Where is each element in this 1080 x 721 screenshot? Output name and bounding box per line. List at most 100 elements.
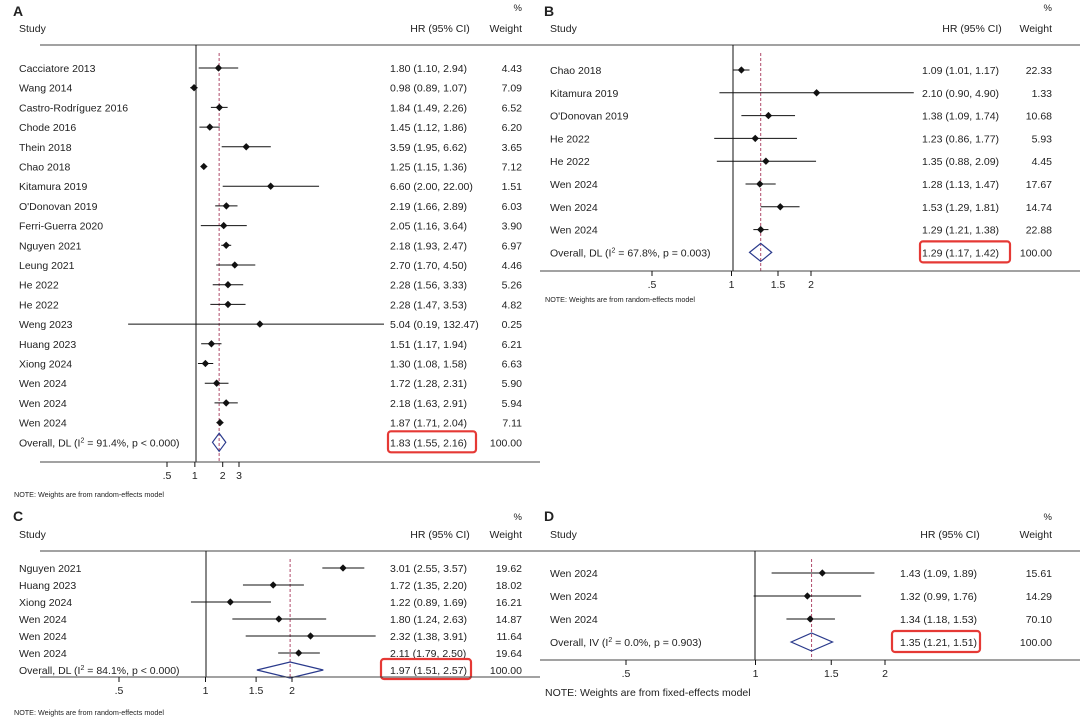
point-estimate [207, 340, 216, 348]
ci-text: 3.01 (2.55, 3.57) [390, 563, 467, 575]
point-estimate [751, 134, 759, 143]
ci-text: 3.59 (1.95, 6.62) [390, 142, 467, 154]
point-estimate [222, 399, 230, 407]
point-estimate [762, 157, 770, 165]
study-label: He 2022 [19, 280, 59, 292]
ci-text: 1.80 (1.24, 2.63) [390, 614, 467, 626]
weight-value: 14.87 [496, 614, 522, 626]
study-header: Study [550, 23, 578, 35]
ci-text: 6.60 (2.00, 22.00) [390, 181, 473, 193]
weight-value: 7.12 [502, 162, 523, 174]
point-estimate [275, 615, 283, 623]
i-squared-superscript: 2 [611, 247, 615, 254]
study-label: O'Donovan 2019 [19, 201, 98, 213]
panel-label: A [13, 3, 23, 19]
weight-percent-header: % [514, 3, 523, 14]
overall-label-rest: = 91.4%, p < 0.000) [84, 437, 179, 449]
ci-text: 1.09 (1.01, 1.17) [922, 65, 999, 77]
study-label: Nguyen 2021 [19, 563, 82, 575]
ci-text: 5.04 (0.19, 132.47) [390, 319, 479, 331]
weight-value: 7.11 [502, 418, 522, 430]
study-label: Chao 2018 [19, 162, 71, 174]
study-label: Ferri-Guerra 2020 [19, 221, 103, 233]
study-label: Kitamura 2019 [550, 88, 618, 100]
study-label: Xiong 2024 [19, 597, 72, 609]
study-label: Huang 2023 [19, 580, 76, 592]
study-label: He 2022 [19, 299, 59, 311]
forest-plot-c: C % Study HR (95% CI) Weight Nguyen 2021 3.01 … [13, 508, 540, 717]
x-tick-label: 1.5 [249, 685, 264, 697]
point-estimate [242, 143, 250, 151]
weight-header: Weight [490, 529, 523, 541]
point-estimate [776, 203, 784, 211]
point-estimate [806, 615, 814, 623]
weight-value: 15.61 [1026, 568, 1052, 580]
weight-value: 4.82 [502, 299, 523, 311]
ci-text: 2.11 (1.79, 2.50) [390, 648, 466, 660]
study-label: Leung 2021 [19, 260, 75, 272]
ci-text: 1.25 (1.15, 1.36) [390, 162, 467, 174]
weight-value: 6.21 [502, 339, 523, 351]
point-estimate [737, 66, 746, 74]
study-label: Chode 2016 [19, 122, 76, 134]
study-label: Wang 2014 [19, 83, 72, 95]
forest-panel-a: A% Study HR (95% CI) Weight Cacciatore 2013 1… [0, 0, 540, 505]
ci-text: 2.70 (1.70, 4.50) [390, 260, 467, 272]
weight-percent-header: % [1044, 512, 1053, 523]
x-tick-label: 1 [192, 470, 198, 482]
ci-text: 1.45 (1.12, 1.86) [390, 122, 467, 134]
study-header: Study [550, 529, 578, 541]
overall-label-start: Overall, DL (I [550, 247, 611, 259]
i-squared-superscript: 2 [80, 665, 84, 672]
study-label: Xiong 2024 [19, 359, 72, 371]
point-estimate [222, 241, 230, 249]
ci-text: 1.32 (0.99, 1.76) [900, 591, 977, 603]
panel-label: D [544, 508, 554, 524]
study-label: Cacciatore 2013 [19, 63, 96, 75]
weight-header: Weight [490, 23, 523, 35]
overall-diamond [256, 661, 324, 679]
study-label: Wen 2024 [19, 398, 67, 410]
weight-value: 5.26 [502, 280, 523, 292]
overall-label: Overall, DL (I2 = 67.8%, p = 0.003) [550, 247, 711, 259]
weight-value: 11.64 [497, 631, 523, 643]
study-label: Wen 2024 [550, 591, 598, 603]
ci-text: 1.72 (1.28, 2.31) [390, 378, 467, 390]
point-estimate [190, 84, 198, 92]
forest-panel-b: B% Study HR (95% CI) Weight Chao 2018 1.09 (1… [540, 0, 1080, 310]
overall-ci-text: 1.29 (1.17, 1.42) [922, 247, 999, 259]
overall-label-start: Overall, DL (I [19, 665, 80, 677]
point-estimate [214, 64, 223, 72]
overall-label: Overall, IV (I2 = 0.0%, p = 0.903) [550, 637, 702, 649]
overall-ci-highlight-box [386, 430, 478, 454]
ci-text: 2.18 (1.93, 2.47) [390, 240, 467, 252]
ci-text: 2.28 (1.56, 3.33) [390, 280, 467, 292]
point-estimate [201, 359, 210, 368]
study-label: Wen 2024 [19, 631, 67, 643]
point-estimate [267, 182, 275, 190]
hr-ci-header: HR (95% CI) [410, 23, 470, 35]
i-squared-superscript: 2 [608, 637, 612, 644]
weight-percent-header: % [514, 512, 523, 523]
overall-ci-highlight-box [379, 657, 473, 681]
overall-weight: 100.00 [490, 665, 522, 677]
overall-weight: 100.00 [1020, 637, 1052, 649]
point-estimate [226, 598, 234, 606]
ci-text: 2.19 (1.66, 2.89) [390, 201, 467, 213]
ci-text: 1.72 (1.35, 2.20) [390, 580, 467, 592]
weights-note: NOTE: Weights are from random-effects mo… [14, 708, 164, 717]
i-squared-superscript: 2 [80, 437, 84, 444]
x-tick-label: .5 [115, 685, 124, 697]
panel-label: B [544, 3, 554, 19]
point-estimate [803, 592, 812, 600]
point-estimate [222, 202, 231, 210]
weight-value: 5.90 [502, 378, 523, 390]
point-estimate [200, 162, 208, 171]
ci-text: 1.51 (1.17, 1.94) [390, 339, 467, 351]
ci-text: 1.34 (1.18, 1.53) [900, 614, 977, 626]
point-estimate [224, 300, 232, 309]
weights-note: NOTE: Weights are from random-effects mo… [14, 490, 164, 499]
x-tick-label: 1 [729, 279, 735, 291]
weight-value: 18.02 [496, 580, 522, 592]
point-estimate [215, 103, 224, 112]
